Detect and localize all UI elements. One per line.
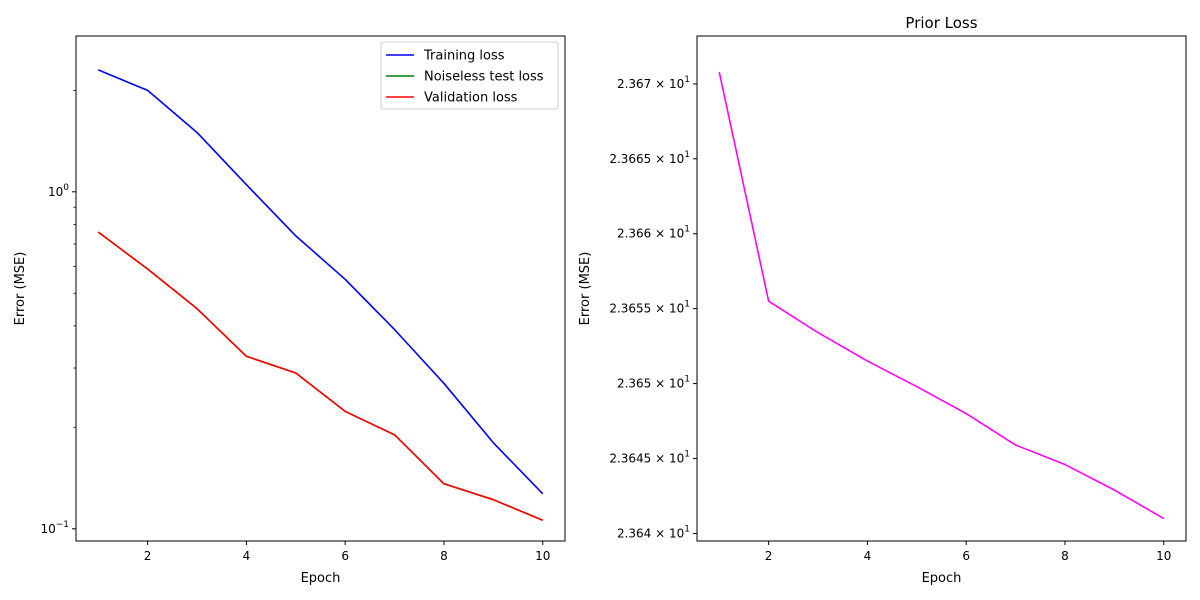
x-tick-label: 2 bbox=[765, 549, 773, 563]
left-plot-lines bbox=[97, 69, 544, 522]
left-axes-frame bbox=[75, 35, 566, 542]
x-tick-label: 4 bbox=[243, 549, 251, 563]
validation-loss-line bbox=[97, 231, 544, 522]
prior-loss-line bbox=[718, 71, 1165, 520]
legend-entry: Validation loss bbox=[424, 91, 518, 106]
x-tick-label: 6 bbox=[341, 549, 349, 563]
training-loss-line bbox=[97, 69, 544, 495]
left-x-ticks: 2 4 6 8 10 bbox=[144, 541, 550, 563]
x-tick-label: 8 bbox=[1061, 549, 1069, 563]
x-tick-label: 4 bbox=[864, 549, 872, 563]
right-y-axis-label: Error (MSE) bbox=[578, 252, 593, 326]
legend-entry: Noiseless test loss bbox=[424, 70, 544, 85]
y-tick-label: 100 bbox=[48, 183, 69, 199]
y-tick-label: 2.3645 × 101 bbox=[609, 450, 690, 466]
left-x-axis-label: Epoch bbox=[301, 571, 341, 586]
y-tick-label: 10−1 bbox=[40, 520, 69, 536]
x-tick-label: 10 bbox=[535, 549, 550, 563]
right-chart-panel: Prior Loss 2 4 6 8 10 2.364 × 101 2.3645 × 10… bbox=[578, 14, 1187, 586]
y-tick-label: 2.364 × 101 bbox=[617, 525, 690, 541]
y-tick-label: 2.365 × 101 bbox=[617, 375, 690, 391]
right-x-axis-label: Epoch bbox=[922, 571, 962, 586]
legend-entry: Training loss bbox=[423, 49, 505, 64]
x-tick-label: 8 bbox=[440, 549, 448, 563]
right-axes-frame bbox=[696, 35, 1187, 542]
x-tick-label: 6 bbox=[962, 549, 970, 563]
y-tick-label: 2.3655 × 101 bbox=[609, 300, 690, 316]
x-tick-label: 2 bbox=[144, 549, 152, 563]
right-chart-title: Prior Loss bbox=[905, 14, 977, 32]
left-y-axis-label: Error (MSE) bbox=[13, 252, 28, 326]
legend-box bbox=[380, 41, 559, 110]
legend: Training loss Noiseless test loss Validati… bbox=[380, 41, 559, 110]
y-tick-label: 2.366 × 101 bbox=[617, 225, 690, 241]
right-x-ticks: 2 4 6 8 10 bbox=[765, 541, 1171, 563]
y-tick-label: 2.367 × 101 bbox=[617, 75, 690, 91]
right-y-ticks: 2.364 × 101 2.3645 × 101 2.365 × 101 2.3655… bbox=[609, 75, 697, 541]
y-tick-label: 2.3665 × 101 bbox=[609, 150, 690, 166]
right-plot-lines bbox=[718, 71, 1165, 520]
x-tick-label: 10 bbox=[1156, 549, 1171, 563]
left-chart-panel: 2 4 6 8 10 100 10−1 Epoch Error (MSE) Trainin… bbox=[13, 35, 566, 586]
